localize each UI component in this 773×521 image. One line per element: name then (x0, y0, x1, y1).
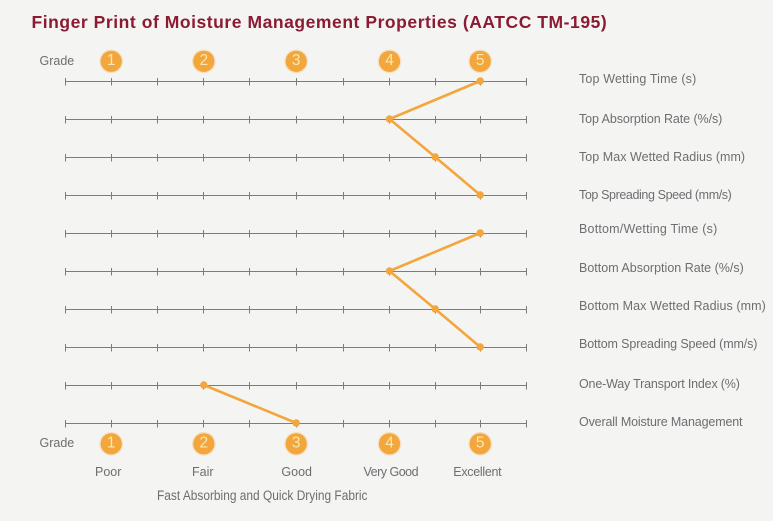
svg-text:5: 5 (476, 435, 485, 452)
svg-text:2: 2 (199, 52, 208, 69)
svg-text:5: 5 (476, 52, 485, 69)
svg-text:1: 1 (107, 435, 116, 452)
svg-text:4: 4 (385, 52, 394, 69)
svg-text:3: 3 (292, 435, 301, 452)
svg-text:2: 2 (199, 435, 208, 452)
svg-text:1: 1 (107, 52, 116, 69)
svg-text:3: 3 (292, 52, 301, 69)
svg-text:4: 4 (385, 435, 394, 452)
